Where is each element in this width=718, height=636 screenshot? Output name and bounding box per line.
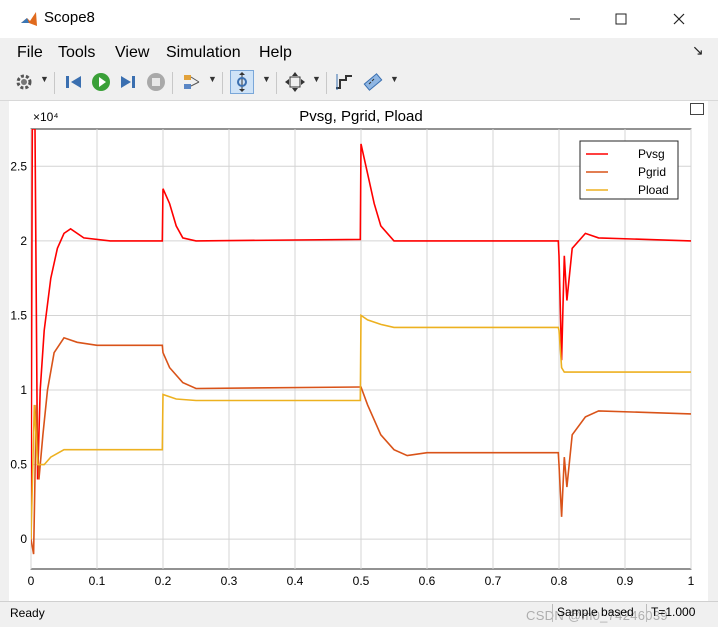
maximize-button[interactable] (598, 0, 644, 38)
minimize-button[interactable] (552, 0, 598, 38)
x-tick-label: 0 (28, 574, 35, 588)
legend-label-pvsg: Pvsg (638, 147, 665, 161)
legend-label-pload: Pload (638, 183, 669, 197)
menu-help[interactable]: Help (259, 44, 292, 61)
x-tick-label: 0.3 (221, 574, 238, 588)
x-tick-label: 0.6 (419, 574, 436, 588)
stop-button[interactable] (144, 70, 168, 94)
x-tick-label: 0.8 (551, 574, 568, 588)
y-tick-label: 1 (20, 383, 27, 397)
highlight-dropdown-icon[interactable]: ▼ (208, 74, 217, 84)
y-tick-label: 2 (20, 234, 27, 248)
y-exponent-label: ×10⁴ (33, 110, 59, 124)
cursor-measure-button[interactable] (332, 70, 356, 94)
menu-bar (0, 38, 718, 66)
x-tick-label: 0.9 (617, 574, 634, 588)
x-tick-label: 1 (688, 574, 695, 588)
status-sample-mode: Sample based (552, 604, 638, 622)
settings-dropdown-icon[interactable]: ▼ (40, 74, 49, 84)
stop-icon (147, 73, 165, 91)
run-icon (92, 73, 110, 91)
step-forward-icon (121, 76, 135, 88)
toolbar-separator (276, 72, 277, 94)
restore-icon (66, 76, 81, 88)
series-line-pvsg (31, 129, 691, 540)
status-bar (0, 601, 718, 628)
minimize-icon (570, 18, 580, 20)
menu-view[interactable]: View (115, 44, 150, 61)
chart-title: Pvsg, Pgrid, Pload (299, 108, 422, 125)
toolbar (0, 66, 718, 101)
dock-icon[interactable] (690, 103, 704, 115)
y-tick-label: 0 (20, 532, 27, 546)
toolbar-separator (326, 72, 327, 94)
menu-tools[interactable]: Tools (58, 44, 96, 61)
x-tick-label: 0.2 (155, 574, 172, 588)
y-tick-label: 0.5 (10, 458, 27, 472)
zoom-icon (237, 72, 247, 92)
menu-simulation[interactable]: Simulation (166, 44, 241, 61)
cursor-measure-icon (336, 74, 352, 90)
highlight-icon (184, 75, 200, 89)
menu-file[interactable]: File (17, 44, 43, 61)
settings-button[interactable] (12, 70, 36, 94)
y-tick-label: 1.5 (10, 308, 27, 322)
signal-stats-button[interactable] (361, 70, 385, 94)
signal-stats-icon (363, 73, 383, 91)
x-tick-label: 0.4 (287, 574, 304, 588)
scope-chart[interactable]: 0 0.1 0.2 0.3 0.4 0.5 0.6 0.7 0.8 0.9 1 0 0.5 1 1.5 2 2.… (9, 101, 708, 601)
maximize-icon (615, 13, 627, 25)
highlight-button[interactable] (180, 70, 204, 94)
settings-icon (16, 74, 32, 90)
menu-overflow-icon[interactable]: ↘ (692, 42, 704, 58)
zoom-dropdown-icon[interactable]: ▼ (262, 74, 271, 84)
toolbar-separator (172, 72, 173, 94)
title-bar[interactable]: Scope8 (0, 0, 718, 38)
toolbar-separator (54, 72, 55, 94)
fit-to-view-icon (285, 72, 305, 92)
background-strip (0, 627, 718, 636)
close-button[interactable] (656, 0, 702, 38)
run-button[interactable] (89, 70, 113, 94)
legend-label-pgrid: Pgrid (638, 165, 666, 179)
x-tick-label: 0.5 (353, 574, 370, 588)
close-icon (673, 13, 685, 25)
x-tick-label: 0.1 (89, 574, 106, 588)
plot-area[interactable]: 0 0.1 0.2 0.3 0.4 0.5 0.6 0.7 0.8 0.9 1 0 0.5 1 1.5 2 2.… (9, 101, 708, 601)
y-tick-label: 2.5 (10, 159, 27, 173)
watermark: CSDN @m0_74246039 (526, 608, 668, 623)
window-title: Scope8 (44, 9, 95, 26)
zoom-button[interactable] (230, 70, 254, 94)
status-ready: Ready (10, 606, 45, 620)
x-tick-label: 0.7 (485, 574, 502, 588)
fit-to-view-button[interactable] (283, 70, 307, 94)
step-forward-button[interactable] (116, 70, 140, 94)
status-time: T=1.000 (646, 604, 699, 622)
matlab-app-icon (20, 10, 38, 28)
toolbar-separator (222, 72, 223, 94)
fit-dropdown-icon[interactable]: ▼ (312, 74, 321, 84)
restore-button[interactable] (62, 70, 86, 94)
series-line-pload (31, 313, 691, 540)
stats-dropdown-icon[interactable]: ▼ (390, 74, 399, 84)
